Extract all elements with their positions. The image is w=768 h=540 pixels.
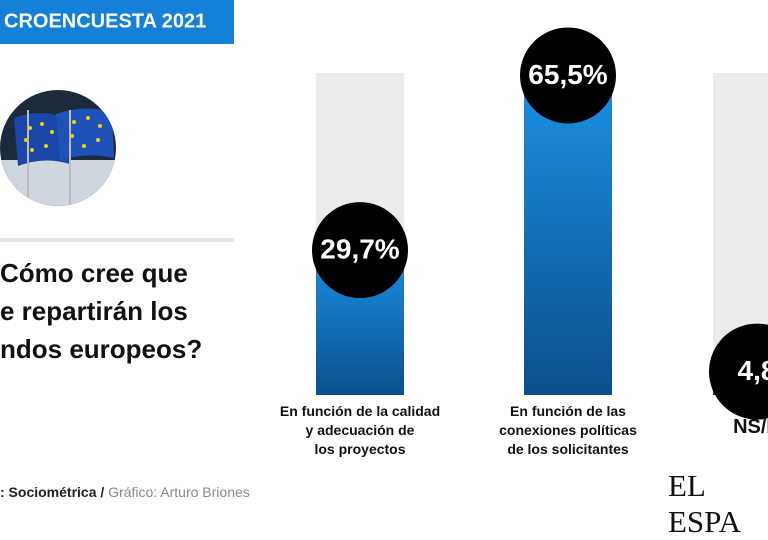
logo: EL ESPA xyxy=(668,468,741,539)
value-badge xyxy=(312,202,408,299)
value-badge xyxy=(520,27,616,124)
source: : Sociométrica / xyxy=(0,484,105,500)
photo xyxy=(0,90,116,206)
divider xyxy=(0,238,234,242)
credit: Gráfico: Arturo Briones xyxy=(108,484,250,500)
category-label: En función de las conexiones políticas d… xyxy=(499,403,637,457)
title-banner xyxy=(0,0,234,44)
bar xyxy=(524,75,612,395)
category-label: En función de la calidad y adecuación de… xyxy=(279,403,441,457)
value-label: 29,7% xyxy=(320,233,399,264)
title: CROENCUESTA 2021 xyxy=(4,10,206,32)
question: Cómo cree que e repartirán los ndos euro… xyxy=(0,258,203,364)
chart: CROENCUESTA 2021 29,7% 65,5% 4,8 xyxy=(0,0,768,420)
category-label: NS/N xyxy=(733,416,768,438)
value-label: 65,5% xyxy=(528,59,607,90)
value-label: 4,8 xyxy=(738,355,768,386)
value-badge xyxy=(709,323,768,420)
source-line: : Sociométrica / Gráfico: Arturo Briones xyxy=(0,484,250,500)
